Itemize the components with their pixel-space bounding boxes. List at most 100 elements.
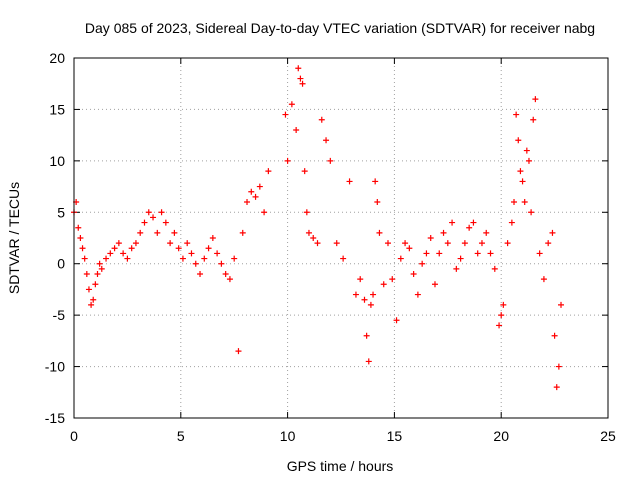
data-point bbox=[158, 209, 165, 216]
data-point bbox=[511, 199, 518, 205]
data-point bbox=[94, 271, 101, 277]
plot-frame bbox=[73, 57, 609, 419]
data-point bbox=[363, 332, 370, 339]
data-point bbox=[333, 240, 340, 247]
data-point bbox=[293, 127, 300, 133]
gridlines bbox=[74, 58, 608, 418]
data-point bbox=[457, 255, 464, 262]
x-tick-label: 10 bbox=[280, 428, 296, 444]
data-point bbox=[427, 235, 434, 241]
data-point bbox=[175, 245, 182, 252]
data-point bbox=[98, 265, 105, 272]
data-point bbox=[436, 250, 443, 257]
data-point bbox=[314, 240, 321, 247]
y-tick-label: 5 bbox=[57, 204, 65, 220]
data-point bbox=[295, 65, 302, 72]
data-point bbox=[352, 291, 359, 298]
data-point bbox=[222, 271, 229, 277]
data-point bbox=[346, 178, 353, 185]
data-point bbox=[218, 260, 225, 267]
data-point bbox=[167, 240, 174, 247]
data-point bbox=[145, 209, 152, 216]
data-point bbox=[515, 137, 522, 144]
data-point bbox=[111, 245, 118, 252]
data-point bbox=[521, 199, 528, 205]
data-point bbox=[491, 265, 498, 272]
data-point bbox=[141, 219, 148, 226]
data-point bbox=[340, 255, 347, 262]
data-point bbox=[423, 250, 430, 257]
data-point bbox=[288, 101, 295, 108]
x-tick-label: 15 bbox=[387, 428, 403, 444]
data-point bbox=[466, 224, 473, 231]
data-point bbox=[205, 245, 212, 252]
data-point bbox=[299, 80, 306, 87]
data-point bbox=[532, 96, 539, 103]
data-point bbox=[461, 240, 468, 247]
data-point bbox=[248, 188, 255, 195]
y-tick-label: 10 bbox=[49, 153, 65, 169]
y-tick-label: 0 bbox=[57, 256, 65, 272]
data-point bbox=[83, 271, 90, 277]
data-point bbox=[201, 255, 208, 262]
data-point bbox=[103, 255, 110, 262]
data-point bbox=[523, 147, 530, 154]
data-point bbox=[453, 265, 460, 272]
data-point bbox=[419, 260, 426, 267]
data-point bbox=[431, 281, 438, 288]
data-point bbox=[545, 240, 552, 247]
x-tick-label: 25 bbox=[600, 428, 616, 444]
data-point bbox=[179, 255, 186, 262]
data-point bbox=[555, 363, 562, 370]
data-point bbox=[244, 199, 251, 205]
data-point bbox=[500, 301, 507, 308]
data-point bbox=[77, 235, 84, 241]
data-point bbox=[75, 224, 82, 231]
data-point bbox=[440, 229, 447, 236]
data-point bbox=[483, 229, 490, 236]
y-tick-label: -15 bbox=[45, 410, 65, 426]
data-point bbox=[184, 240, 191, 247]
y-tick-label: 15 bbox=[49, 101, 65, 117]
data-point bbox=[301, 168, 308, 175]
data-point bbox=[128, 245, 135, 252]
data-point bbox=[235, 348, 242, 355]
data-point bbox=[504, 240, 511, 247]
data-point bbox=[81, 255, 88, 262]
y-axis-label: SDTVAR / TECUs bbox=[6, 182, 22, 294]
data-point bbox=[498, 312, 505, 319]
data-point bbox=[192, 260, 199, 267]
data-point bbox=[171, 229, 178, 236]
data-point bbox=[265, 168, 272, 175]
x-tick-label: 20 bbox=[493, 428, 509, 444]
y-tick-label: 20 bbox=[49, 50, 65, 66]
data-point bbox=[402, 240, 409, 247]
data-point bbox=[367, 301, 374, 308]
y-tick-label: -10 bbox=[45, 359, 65, 375]
data-point bbox=[508, 219, 515, 226]
data-point bbox=[284, 157, 291, 164]
data-point bbox=[252, 193, 259, 200]
data-point bbox=[310, 235, 317, 241]
data-point bbox=[197, 271, 204, 277]
data-point bbox=[323, 137, 330, 144]
data-point bbox=[318, 116, 325, 123]
data-point bbox=[79, 245, 86, 252]
axis-ticks: 0 5 10 15 20 25 -15 -10 -5 0 5 10 15 20 bbox=[45, 50, 616, 444]
data-point bbox=[154, 229, 161, 236]
data-point bbox=[162, 219, 169, 226]
data-point bbox=[124, 255, 131, 262]
data-point bbox=[389, 276, 396, 283]
data-point bbox=[528, 209, 535, 216]
data-point bbox=[370, 291, 377, 298]
data-point bbox=[239, 229, 246, 236]
data-point bbox=[209, 235, 216, 241]
data-point bbox=[553, 384, 560, 391]
data-point bbox=[357, 276, 364, 283]
data-point bbox=[92, 281, 99, 288]
data-point bbox=[120, 250, 127, 257]
data-point bbox=[365, 358, 372, 365]
data-point bbox=[214, 250, 221, 257]
data-point bbox=[513, 111, 520, 118]
